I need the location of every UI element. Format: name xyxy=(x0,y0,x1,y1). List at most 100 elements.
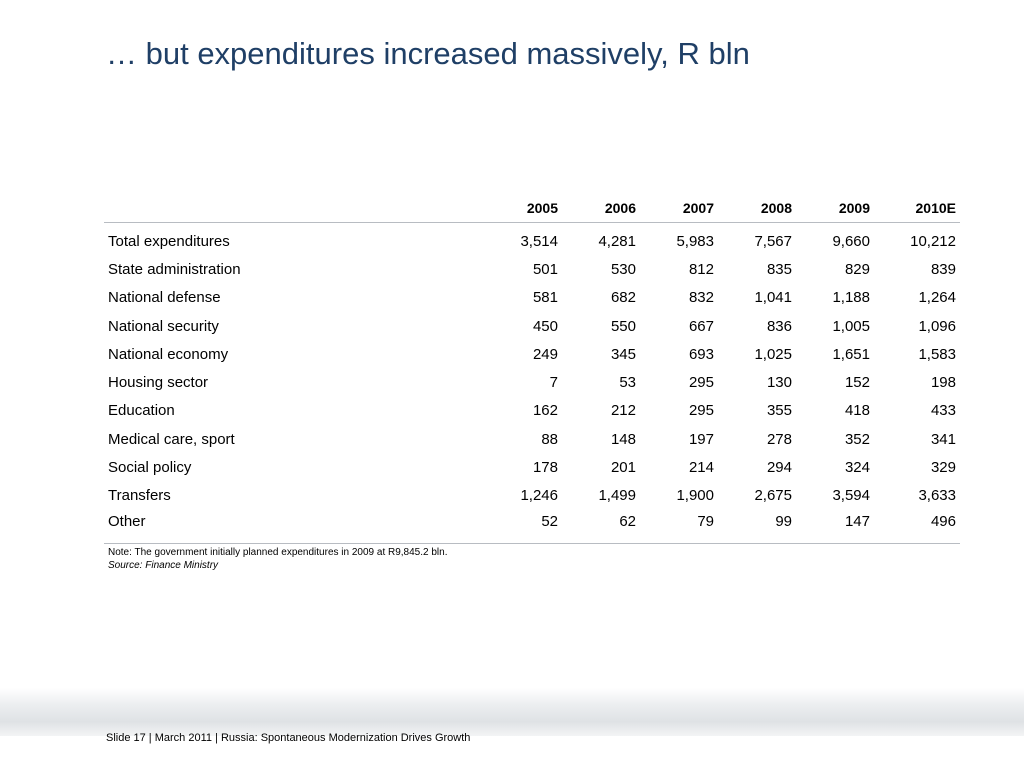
column-header: 2006 xyxy=(562,196,640,223)
table-cell: 433 xyxy=(930,402,956,420)
table-cell: 550 xyxy=(610,317,636,335)
table-cell: 1,499 xyxy=(598,487,636,505)
row-label: Education xyxy=(108,402,175,420)
table-cell: 7,567 xyxy=(754,232,792,250)
table-row: Total expenditures 3,514 4,281 5,983 7,567 9,… xyxy=(104,227,960,255)
table-cell: 162 xyxy=(532,402,558,420)
table-cell: 839 xyxy=(930,260,956,278)
table-cell: 829 xyxy=(844,260,870,278)
row-label: Total expenditures xyxy=(108,232,230,250)
table-cell: 3,594 xyxy=(832,487,870,505)
table-header-row: 2005 2006 2007 2008 2009 2010E xyxy=(104,196,960,223)
table-cell: 496 xyxy=(874,509,960,544)
table-cell: 530 xyxy=(610,260,636,278)
table-cell: 214 xyxy=(688,459,714,477)
column-header: 2007 xyxy=(640,196,718,223)
table-cell: 345 xyxy=(610,345,636,363)
expenditures-table: 2005 2006 2007 2008 2009 2010E Total exp… xyxy=(104,196,960,544)
table-cell: 198 xyxy=(930,374,956,392)
table-cell: 294 xyxy=(766,459,792,477)
table-row: Medical care, sport 88 148 197 278 352 341 xyxy=(104,425,960,453)
table-cell: 836 xyxy=(766,317,792,335)
table-cell: 147 xyxy=(796,509,874,544)
table-cell: 1,188 xyxy=(832,289,870,307)
table-cell: 1,005 xyxy=(832,317,870,335)
table-cell: 3,514 xyxy=(520,232,558,250)
table-cell: 501 xyxy=(532,260,558,278)
table-cell: 835 xyxy=(766,260,792,278)
table-cell: 79 xyxy=(640,509,718,544)
table-cell: 832 xyxy=(688,289,714,307)
table-row: Transfers 1,246 1,499 1,900 2,675 3,594 3,633 xyxy=(104,482,960,510)
table-cell: 352 xyxy=(844,430,870,448)
table-cell: 278 xyxy=(766,430,792,448)
table-cell: 178 xyxy=(532,459,558,477)
table-cell: 130 xyxy=(766,374,792,392)
row-label: Housing sector xyxy=(108,374,209,392)
table-cell: 7 xyxy=(549,374,558,392)
table-cell: 197 xyxy=(688,430,714,448)
table-row: Social policy 178 201 214 294 324 329 xyxy=(104,453,960,481)
table-row: National economy 249 345 693 1,025 1,651 1,583 xyxy=(104,340,960,368)
table-row: Housing sector 7 53 295 130 152 198 xyxy=(104,368,960,396)
table-row: Education 162 212 295 355 418 433 xyxy=(104,397,960,425)
table-cell: 249 xyxy=(532,345,558,363)
table-cell: 10,212 xyxy=(910,232,956,250)
table-cell: 9,660 xyxy=(832,232,870,250)
table-cell: 341 xyxy=(930,430,956,448)
row-label: State administration xyxy=(108,260,241,278)
table-cell: 1,096 xyxy=(918,317,956,335)
table-row: Other 52 62 79 99 147 496 xyxy=(104,509,960,544)
table-cell: 812 xyxy=(688,260,714,278)
table-cell: 418 xyxy=(844,402,870,420)
table-row: State administration 501 530 812 835 829 839 xyxy=(104,255,960,283)
table-row: National security 450 550 667 836 1,005 1,096 xyxy=(104,312,960,340)
table-cell: 693 xyxy=(688,345,714,363)
table-notes: Note: The government initially planned e… xyxy=(108,546,447,572)
table-cell: 355 xyxy=(766,402,792,420)
table-cell: 2,675 xyxy=(754,487,792,505)
table-cell: 295 xyxy=(688,374,714,392)
table-cell: 5,983 xyxy=(676,232,714,250)
slide-title: … but expenditures increased massively, … xyxy=(106,36,750,71)
footer-band xyxy=(0,688,1024,736)
table-cell: 324 xyxy=(844,459,870,477)
table-cell: 99 xyxy=(718,509,796,544)
table-cell: 682 xyxy=(610,289,636,307)
column-header: 2008 xyxy=(718,196,796,223)
table-cell: 1,041 xyxy=(754,289,792,307)
table-cell: 581 xyxy=(532,289,558,307)
row-label: National defense xyxy=(108,289,221,307)
table-cell: 88 xyxy=(541,430,558,448)
table-cell: 201 xyxy=(610,459,636,477)
table-cell: 1,264 xyxy=(918,289,956,307)
row-label: Medical care, sport xyxy=(108,430,235,448)
note-text: Note: The government initially planned e… xyxy=(108,547,448,558)
table-cell: 4,281 xyxy=(598,232,636,250)
footer-text: Slide 17 | March 2011 | Russia: Spontane… xyxy=(106,732,471,744)
row-label: National security xyxy=(108,317,219,335)
table-cell: 1,583 xyxy=(918,345,956,363)
column-header: 2009 xyxy=(796,196,874,223)
table-cell: 152 xyxy=(844,374,870,392)
table-cell: 450 xyxy=(532,317,558,335)
table-cell: 212 xyxy=(610,402,636,420)
table-cell: 3,633 xyxy=(918,487,956,505)
table-cell: 1,246 xyxy=(520,487,558,505)
table-cell: 52 xyxy=(484,509,562,544)
table-cell: 1,025 xyxy=(754,345,792,363)
table-header-corner xyxy=(104,196,484,223)
column-header: 2005 xyxy=(484,196,562,223)
table-cell: 53 xyxy=(619,374,636,392)
row-label: Transfers xyxy=(108,487,171,505)
source-text: Source: Finance Ministry xyxy=(108,560,219,571)
row-label: Other xyxy=(104,509,484,544)
column-header: 2010E xyxy=(874,196,960,223)
table-cell: 295 xyxy=(688,402,714,420)
row-label: National economy xyxy=(108,345,229,363)
table-cell: 329 xyxy=(930,459,956,477)
table-cell: 62 xyxy=(562,509,640,544)
table-cell: 1,900 xyxy=(676,487,714,505)
table-cell: 148 xyxy=(610,430,636,448)
row-label: Social policy xyxy=(108,459,192,477)
